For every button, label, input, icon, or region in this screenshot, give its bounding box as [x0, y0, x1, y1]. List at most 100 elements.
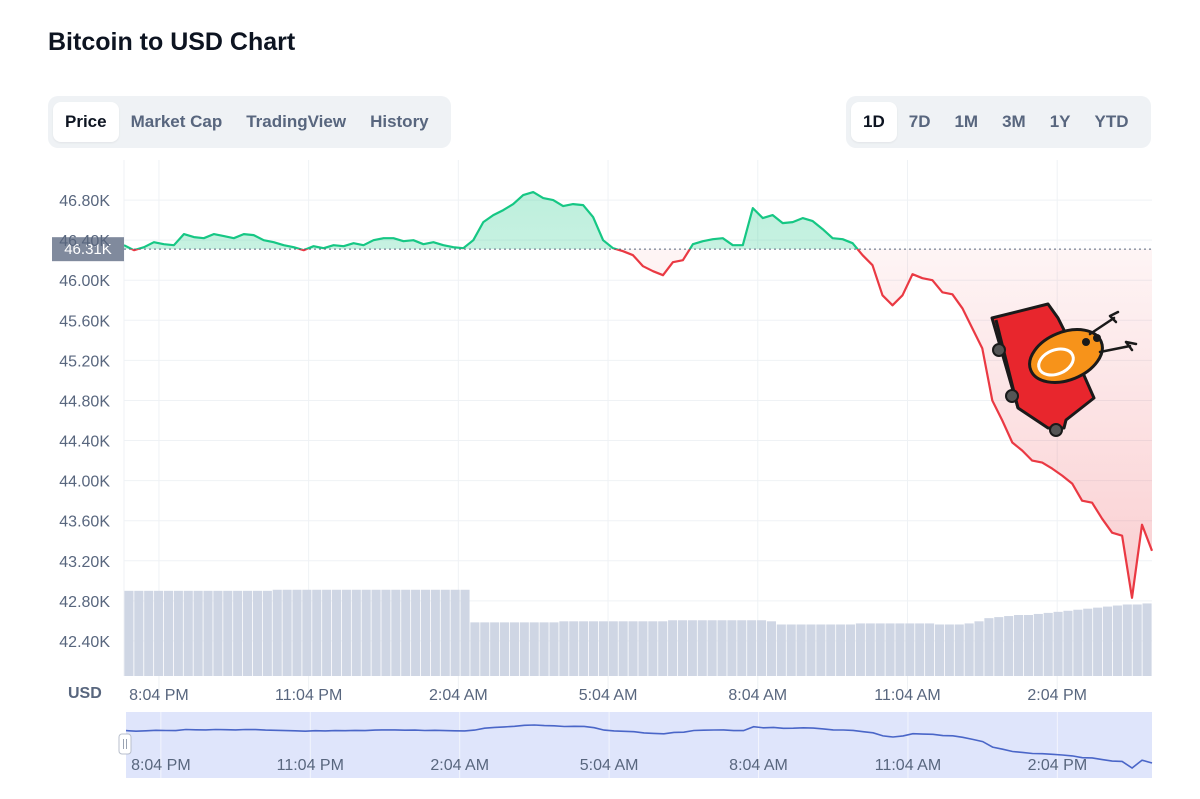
x-tick-label: 8:04 PM	[129, 687, 189, 704]
y-tick-label: 45.20K	[59, 353, 110, 370]
navigator-tick-label: 5:04 AM	[580, 757, 639, 774]
volume-bar	[658, 621, 668, 676]
volume-bar	[460, 589, 470, 676]
volume-bar	[885, 623, 895, 676]
volume-bar	[668, 620, 678, 676]
volume-bar	[905, 623, 915, 676]
volume-bar	[411, 589, 421, 676]
volume-bar	[154, 590, 164, 676]
range-3m[interactable]: 3M	[1002, 112, 1026, 131]
volume-bar	[806, 624, 816, 676]
tab-tradingview[interactable]: TradingView	[246, 112, 347, 131]
volume-bar	[925, 623, 935, 676]
volume-bar	[470, 622, 480, 676]
y-tick-label: 42.40K	[59, 634, 110, 651]
current-price-badge	[52, 237, 124, 262]
volume-bar	[1102, 606, 1113, 676]
volume-bar	[430, 589, 440, 676]
area-fill-down	[124, 249, 1152, 598]
volume-bar	[875, 623, 885, 676]
range-ytd[interactable]: YTD	[1094, 112, 1129, 131]
volume-bar	[994, 617, 1004, 676]
volume-bar	[1023, 615, 1033, 676]
volume-bar	[1142, 603, 1152, 676]
y-tick-label: 43.20K	[59, 554, 110, 571]
volume-bar	[509, 622, 519, 676]
volume-bar	[757, 620, 767, 676]
y-tick-label: 46.00K	[59, 273, 110, 290]
volume-bar	[312, 589, 322, 676]
y-tick-label: 44.80K	[59, 393, 110, 410]
volume-bar	[252, 590, 262, 676]
volume-bar	[559, 621, 569, 676]
navigator-tick-label: 2:04 AM	[430, 757, 489, 774]
volume-bar	[737, 620, 747, 676]
volume-bar	[549, 622, 559, 676]
volume-bar	[687, 620, 697, 676]
volume-bar	[974, 621, 984, 676]
navigator-tick-label: 8:04 PM	[131, 757, 191, 774]
volume-bar	[519, 622, 529, 676]
volume-bar	[1053, 611, 1063, 676]
navigator-tick-label: 2:04 PM	[1028, 757, 1088, 774]
currency-label: USD	[68, 685, 102, 702]
y-tick-label: 42.80K	[59, 594, 110, 611]
range-7d[interactable]: 7D	[908, 112, 931, 131]
volume-bar	[243, 590, 253, 676]
volume-bar	[707, 620, 717, 676]
time-range-tabs: 1D 7D 1M 3M 1Y YTD	[846, 96, 1151, 148]
volume-bar	[845, 624, 856, 676]
y-tick-label: 44.00K	[59, 474, 110, 491]
x-tick-label: 11:04 PM	[275, 687, 342, 704]
volume-bar	[618, 621, 628, 676]
volume-bar	[371, 589, 381, 676]
volume-bar	[163, 590, 174, 676]
x-tick-label: 8:04 AM	[728, 687, 787, 704]
volume-bar	[213, 590, 223, 676]
current-price-reference: 46.31K	[52, 237, 1152, 262]
volume-bar	[638, 621, 648, 676]
volume-bars	[124, 589, 1152, 676]
navigator-tick-label: 11:04 PM	[277, 757, 344, 774]
tab-history[interactable]: History	[370, 112, 429, 131]
navigator-handle-left	[118, 733, 132, 755]
bitcoin-sled-illustration	[990, 302, 1138, 437]
volume-bar	[796, 624, 806, 676]
volume-bar	[292, 589, 302, 676]
coin-arm	[1098, 340, 1138, 354]
volume-bar	[1014, 615, 1024, 676]
coin-eye	[1082, 338, 1090, 346]
y-tick-label: 44.40K	[59, 434, 110, 451]
volume-bar	[1073, 609, 1083, 676]
volume-bar	[173, 590, 183, 676]
y-tick-label: 43.60K	[59, 514, 110, 531]
range-1d[interactable]: 1D	[851, 102, 897, 142]
volume-bar	[964, 623, 974, 676]
tab-price[interactable]: Price	[53, 102, 119, 142]
navigator-tick-label: 8:04 AM	[729, 757, 788, 774]
range-navigator[interactable]: 8:04 PM 11:04 PM 2:04 AM 5:04 AM 8:04 AM 11:0…	[118, 712, 1153, 778]
volume-bar	[895, 623, 905, 676]
volume-bar	[727, 620, 737, 676]
volume-bar	[855, 623, 865, 676]
volume-bar	[579, 621, 589, 676]
sled-wheel	[992, 343, 1006, 357]
current-price-label: 46.31K	[64, 241, 112, 258]
range-1m[interactable]: 1M	[954, 112, 979, 131]
volume-bar	[826, 624, 836, 676]
volume-bar	[836, 624, 846, 676]
volume-bar	[915, 623, 925, 676]
range-1y[interactable]: 1Y	[1049, 112, 1071, 131]
volume-bar	[351, 589, 361, 676]
volume-bar	[1132, 604, 1142, 676]
page-title: Bitcoin to USD Chart	[48, 28, 296, 56]
tab-market-cap[interactable]: Market Cap	[130, 112, 223, 131]
volume-bar	[1083, 608, 1093, 676]
x-tick-label: 11:04 AM	[874, 687, 940, 704]
y-tick-label: 46.80K	[59, 193, 110, 210]
volume-bar	[539, 622, 549, 676]
volume-bar	[440, 589, 450, 676]
x-tick-label: 5:04 AM	[579, 687, 638, 704]
volume-bar	[203, 590, 213, 676]
